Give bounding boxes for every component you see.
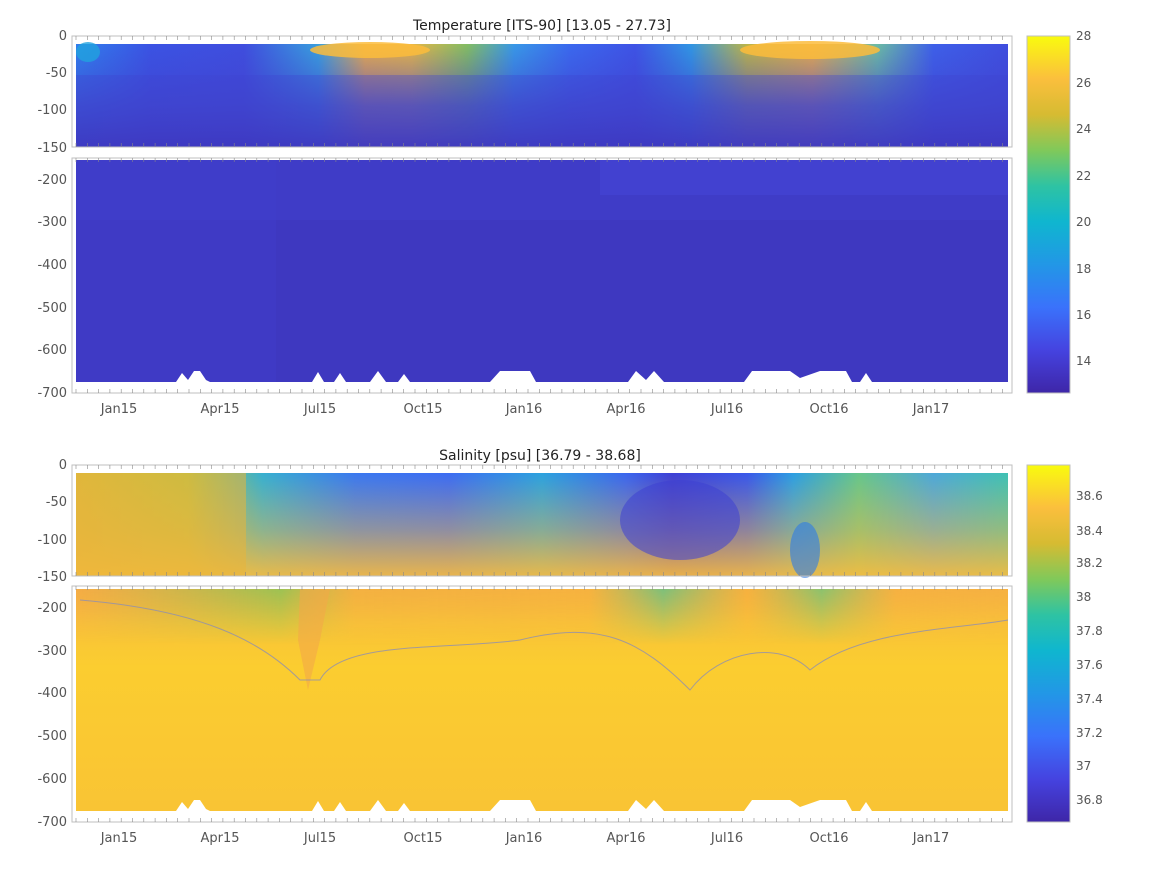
colorbar-tick-label: 18 [1076, 262, 1091, 276]
y-tick-label: -400 [37, 686, 67, 701]
temperature-colorbar: 28 26 24 22 20 18 16 14 [1026, 29, 1091, 394]
y-tick-label: -150 [37, 141, 67, 156]
axis-tick-marks [75, 36, 1003, 822]
salinity-x-ticks: Jan15 Apr15 Jul15 Oct15 Jan16 Apr16 Jul1… [100, 831, 950, 846]
temperature-chart: Temperature [ITS-90] [13.05 - 27.73] [37, 18, 1091, 417]
temperature-x-ticks: Jan15 Apr15 Jul15 Oct15 Jan16 Apr16 Jul1… [100, 402, 950, 417]
x-tick-label: Oct15 [403, 831, 442, 846]
y-tick-label: -300 [37, 215, 67, 230]
x-tick-label: Oct16 [809, 402, 848, 417]
x-tick-label: Jan16 [505, 831, 543, 846]
y-tick-label: -400 [37, 258, 67, 273]
x-tick-label: Oct15 [403, 402, 442, 417]
y-tick-label: -150 [37, 570, 67, 585]
y-tick-label: -600 [37, 772, 67, 787]
colorbar-tick-label: 38.6 [1076, 489, 1103, 503]
salinity-y-ticks: 0 -50 -100 -150 -200 -300 -400 -500 -600… [37, 458, 67, 830]
colorbar-tick-label: 37.6 [1076, 658, 1103, 672]
y-tick-label: -50 [46, 495, 67, 510]
x-tick-label: Jul16 [710, 402, 743, 417]
colorbar-tick-label: 24 [1076, 122, 1091, 136]
colorbar-tick-label: 38.2 [1076, 556, 1103, 570]
salinity-chart: Salinity [psu] [36.79 - 38.68] 0 -50 -10 [37, 448, 1102, 846]
temperature-lower-panel [71, 157, 1013, 394]
x-tick-label: Jan16 [505, 402, 543, 417]
y-tick-label: -700 [37, 815, 67, 830]
x-tick-label: Apr16 [606, 831, 645, 846]
salinity-title: Salinity [psu] [36.79 - 38.68] [439, 448, 641, 464]
x-tick-label: Jul16 [710, 831, 743, 846]
colorbar-tick-label: 22 [1076, 169, 1091, 183]
y-tick-label: -100 [37, 103, 67, 118]
x-tick-label: Apr15 [200, 831, 239, 846]
colorbar-tick-label: 37.2 [1076, 726, 1103, 740]
colorbar-tick-label: 36.8 [1076, 793, 1103, 807]
x-tick-label: Apr15 [200, 402, 239, 417]
y-tick-label: -100 [37, 533, 67, 548]
x-tick-label: Jan17 [912, 831, 950, 846]
y-tick-label: -500 [37, 729, 67, 744]
colorbar-tick-label: 16 [1076, 308, 1091, 322]
y-tick-label: 0 [59, 29, 67, 44]
x-tick-label: Apr16 [606, 402, 645, 417]
y-tick-label: -200 [37, 601, 67, 616]
temperature-y-ticks: 0 -50 -100 -150 -200 -300 -400 -500 -600… [37, 29, 67, 401]
y-tick-label: -600 [37, 343, 67, 358]
colorbar-tick-label: 20 [1076, 215, 1091, 229]
temperature-title: Temperature [ITS-90] [13.05 - 27.73] [412, 18, 671, 34]
y-tick-label: -500 [37, 301, 67, 316]
x-tick-label: Jul15 [303, 402, 336, 417]
x-tick-label: Oct16 [809, 831, 848, 846]
temperature-upper-panel [71, 35, 1013, 148]
x-tick-label: Jan15 [100, 402, 138, 417]
salinity-upper-panel [71, 464, 1013, 578]
colorbar-tick-label: 26 [1076, 76, 1091, 90]
y-tick-label: 0 [59, 458, 67, 473]
y-tick-label: -50 [46, 66, 67, 81]
colorbar-tick-label: 37.8 [1076, 624, 1103, 638]
x-tick-label: Jul15 [303, 831, 336, 846]
colorbar-tick-label: 37 [1076, 759, 1091, 773]
salinity-colorbar: 38.6 38.4 38.2 38 37.8 37.6 37.4 37.2 37… [1026, 464, 1103, 823]
colorbar-tick-label: 38.4 [1076, 524, 1103, 538]
x-tick-label: Jan17 [912, 402, 950, 417]
y-tick-label: -300 [37, 644, 67, 659]
colorbar-tick-label: 38 [1076, 590, 1091, 604]
x-tick-label: Jan15 [100, 831, 138, 846]
colorbar-tick-label: 37.4 [1076, 692, 1103, 706]
colorbar-tick-label: 14 [1076, 354, 1091, 368]
salinity-lower-panel [71, 585, 1013, 823]
y-tick-label: -200 [37, 173, 67, 188]
colorbar-tick-label: 28 [1076, 29, 1091, 43]
y-tick-label: -700 [37, 386, 67, 401]
